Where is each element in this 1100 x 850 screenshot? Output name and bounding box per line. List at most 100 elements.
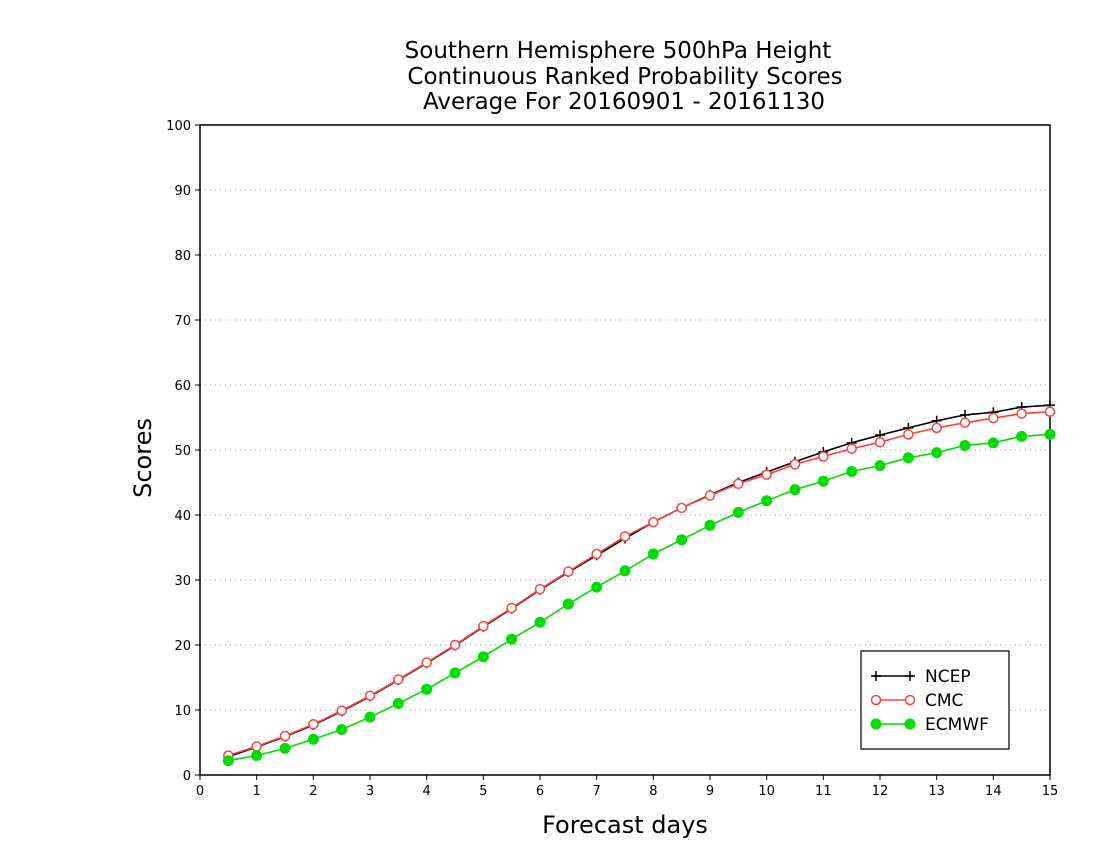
data-point-ecmwf bbox=[931, 447, 943, 459]
x-tick-label: 6 bbox=[536, 784, 544, 799]
data-point-cmc bbox=[1044, 406, 1056, 417]
data-point-ecmwf bbox=[1044, 428, 1056, 440]
y-tick-label: 90 bbox=[174, 184, 191, 199]
legend-item-cmc: CMC bbox=[870, 691, 963, 711]
data-point-ecmwf bbox=[392, 698, 404, 709]
data-point-cmc bbox=[846, 443, 857, 454]
chart-title-line-1: Southern Hemisphere 500hPa Height bbox=[405, 38, 832, 64]
series-layer bbox=[222, 400, 1056, 767]
y-tick-label: 60 bbox=[174, 379, 191, 394]
data-point-cmc bbox=[959, 417, 971, 428]
data-point-cmc bbox=[874, 436, 886, 448]
data-point-cmc bbox=[506, 602, 517, 614]
legend-label-ncep: NCEP bbox=[925, 667, 971, 687]
data-point-cmc bbox=[761, 469, 772, 480]
data-point-ecmwf bbox=[222, 755, 234, 767]
data-point-cmc bbox=[251, 741, 262, 752]
x-tick-label: 15 bbox=[1042, 784, 1059, 799]
data-point-ecmwf bbox=[364, 711, 376, 723]
data-point-cmc bbox=[648, 516, 659, 528]
x-tick-label: 2 bbox=[309, 784, 317, 799]
data-point-cmc bbox=[364, 690, 376, 701]
y-tick-label: 80 bbox=[174, 249, 191, 264]
data-point-cmc bbox=[988, 412, 999, 424]
data-point-cmc bbox=[563, 566, 574, 577]
data-point-ecmwf bbox=[959, 439, 971, 451]
data-point-ecmwf bbox=[902, 452, 914, 464]
data-point-cmc bbox=[421, 657, 432, 668]
x-axis-label: Forecast days bbox=[542, 811, 708, 839]
x-tick-label: 0 bbox=[196, 784, 204, 799]
data-point-ecmwf bbox=[477, 651, 489, 663]
x-tick-label: 8 bbox=[649, 784, 657, 799]
legend: NCEP CMC ECMWF bbox=[860, 650, 1010, 750]
legend-marker-ncep bbox=[905, 671, 915, 681]
data-point-cmc bbox=[733, 478, 744, 490]
legend-item-ncep: NCEP bbox=[871, 667, 971, 687]
legend-label-ecmwf: ECMWF bbox=[925, 715, 989, 735]
x-tick-label: 5 bbox=[479, 784, 487, 799]
data-point-ecmwf bbox=[1016, 430, 1028, 442]
x-tick-label: 11 bbox=[815, 784, 832, 799]
data-point-cmc bbox=[591, 548, 602, 560]
y-tick-label: 10 bbox=[174, 704, 191, 719]
x-tick-label: 14 bbox=[985, 784, 1002, 799]
y-tick-label: 50 bbox=[174, 444, 191, 459]
legend-marker-cmc bbox=[870, 694, 882, 706]
data-point-cmc bbox=[789, 459, 801, 470]
data-point-cmc bbox=[1016, 408, 1027, 419]
y-tick-label: 20 bbox=[174, 639, 191, 654]
data-point-ecmwf bbox=[647, 548, 659, 560]
x-tick-label: 3 bbox=[366, 784, 374, 799]
x-tick-label: 9 bbox=[706, 784, 714, 799]
data-point-cmc bbox=[534, 583, 546, 595]
data-point-ecmwf bbox=[704, 519, 716, 531]
data-point-ecmwf bbox=[987, 437, 999, 449]
data-point-ecmwf bbox=[619, 565, 631, 577]
x-tick-label: 12 bbox=[872, 784, 889, 799]
chart-title-line-2: Continuous Ranked Probability Scores bbox=[407, 64, 842, 90]
y-tick-label: 30 bbox=[174, 574, 191, 589]
legend-marker-ncep bbox=[871, 671, 881, 681]
data-point-ecmwf bbox=[336, 724, 348, 735]
data-point-ecmwf bbox=[449, 667, 461, 679]
x-tick-label: 4 bbox=[423, 784, 431, 799]
y-axis-label: Scores bbox=[129, 418, 157, 498]
data-point-ecmwf bbox=[534, 616, 546, 628]
legend-marker-ecmwf bbox=[904, 718, 916, 730]
data-point-ecmwf bbox=[846, 465, 858, 477]
data-point-cmc bbox=[308, 719, 319, 730]
data-point-cmc bbox=[931, 422, 942, 434]
data-point-ecmwf bbox=[874, 460, 886, 472]
legend-marker-cmc bbox=[904, 694, 916, 706]
x-tick-label: 13 bbox=[928, 784, 945, 799]
data-point-ecmwf bbox=[506, 633, 518, 645]
data-point-cmc bbox=[903, 429, 914, 440]
x-tick-label: 7 bbox=[593, 784, 601, 799]
series-ecmwf bbox=[222, 428, 1056, 767]
data-point-ecmwf bbox=[676, 534, 688, 546]
x-tick-label: 10 bbox=[758, 784, 775, 799]
legend-item-ecmwf: ECMWF bbox=[870, 715, 989, 735]
data-point-ecmwf bbox=[279, 742, 291, 754]
data-point-ecmwf bbox=[591, 581, 603, 593]
data-point-ecmwf bbox=[307, 733, 319, 745]
data-point-ecmwf bbox=[732, 506, 744, 518]
data-point-ecmwf bbox=[789, 484, 801, 496]
data-point-cmc bbox=[393, 674, 404, 685]
chart-title-line-3: Average For 20160901 - 20161130 bbox=[423, 89, 825, 115]
legend-marker-ecmwf bbox=[870, 718, 882, 730]
y-tick-label: 100 bbox=[166, 119, 191, 134]
data-point-cmc bbox=[449, 639, 461, 651]
y-tick-label: 40 bbox=[174, 509, 191, 524]
data-point-cmc bbox=[478, 620, 489, 632]
data-point-ecmwf bbox=[562, 598, 574, 610]
data-point-ecmwf bbox=[761, 495, 773, 507]
data-point-cmc bbox=[704, 490, 716, 501]
data-point-cmc bbox=[336, 705, 347, 716]
data-point-ecmwf bbox=[817, 475, 829, 487]
y-tick-label: 0 bbox=[183, 769, 191, 784]
data-point-cmc bbox=[818, 451, 829, 462]
